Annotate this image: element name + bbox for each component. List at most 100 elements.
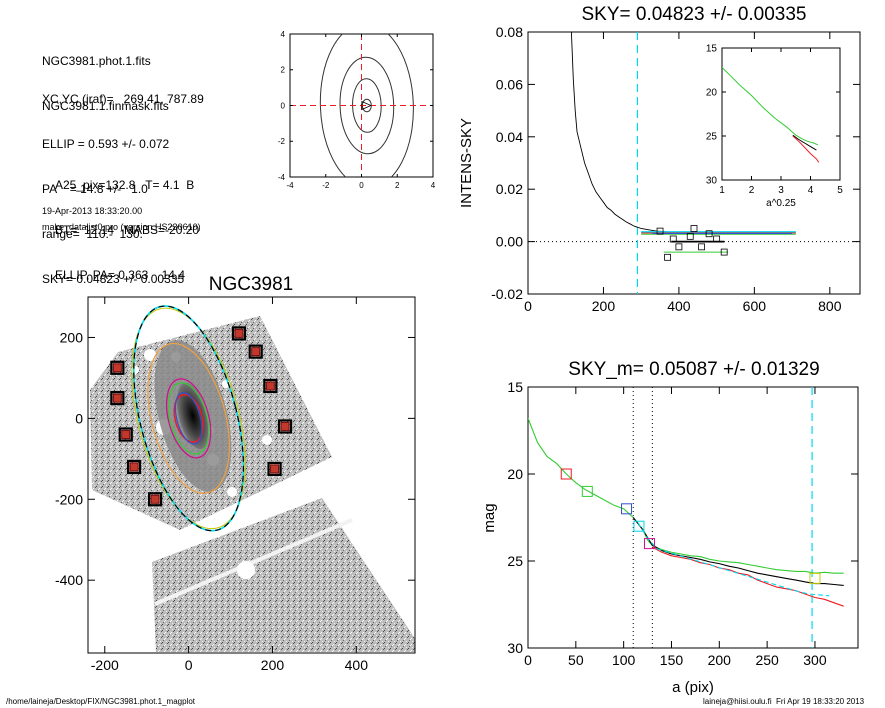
x-tick-label: 200 <box>708 652 732 668</box>
isophote-ellipses <box>131 305 246 532</box>
x-tick-label: -4 <box>286 181 294 190</box>
x-tick-label: 150 <box>660 652 684 668</box>
mask-box-inner <box>265 381 275 391</box>
mask-box <box>263 378 278 394</box>
file-name-line: NGC3981.1.finmask.fits <box>42 99 169 113</box>
lower-field-mosaic <box>152 498 415 652</box>
param-line: range= 110.- 130. <box>42 227 143 241</box>
magnitude-box-marker <box>809 572 821 584</box>
x-tick-label: -2 <box>322 181 330 190</box>
mag-plot-area <box>528 387 844 648</box>
magnitude-series-line <box>528 418 844 574</box>
y-tick-label: 20 <box>507 466 523 482</box>
magnitude-box-marker <box>560 468 572 480</box>
isophote-ellipse <box>131 307 246 530</box>
y-tick-label: 15 <box>706 44 718 55</box>
sky-axes: 0 200 400 600 800 0.08 0.06 0.04 0.02 0.00 -0.02 <box>491 24 860 314</box>
y-tick-label: -4 <box>278 173 286 182</box>
isophote-ellipse <box>165 378 212 459</box>
contour-level <box>352 78 382 133</box>
inset-xlabel: a^0.25 <box>766 198 796 209</box>
mask-box <box>231 326 247 341</box>
contour-level <box>339 56 395 155</box>
program-line: make_datalist0.pro (version HS230610) <box>42 222 201 232</box>
mask-box-inner <box>112 393 122 403</box>
x-tick-label: 100 <box>612 652 636 668</box>
y-tick-label: 4 <box>281 30 286 39</box>
inset-frame <box>721 47 841 181</box>
y-tick-label: 0.02 <box>496 181 523 197</box>
x-tick-label: 250 <box>755 652 779 668</box>
sky-box-marker <box>675 243 683 251</box>
x-tick-label: -200 <box>91 657 119 673</box>
inset-plot-area <box>722 67 820 163</box>
mask-boxes <box>110 326 293 507</box>
param-line: PA = 14.8 +/- 1.0 <box>42 182 148 196</box>
sky-inset: 1 2 3 4 5 15 20 25 30 a^0.25 <box>706 44 843 209</box>
isophote-ellipse <box>173 393 204 443</box>
file-names: NGC3981.phot.1.fits NGC3981.1.finmask.fi… <box>42 24 169 129</box>
param-line: ELLIP = 0.593 +/- 0.072 <box>42 137 170 151</box>
y-tick-label: 2 <box>281 66 286 75</box>
y-tick-label: 30 <box>507 640 523 656</box>
x-tick-label: 0 <box>185 657 193 673</box>
mag-frame <box>527 386 859 649</box>
mag-title: SKY_m= 0.05087 +/- 0.01329 <box>568 359 819 380</box>
y-tick-label: 0.08 <box>496 24 523 40</box>
x-tick-label: 1 <box>719 185 725 196</box>
date-line: 19-Apr-2013 18:33:20.00 <box>42 206 143 216</box>
mask-box-inner <box>121 430 131 440</box>
sky-title: SKY= 0.04823 +/- 0.00335 <box>581 4 806 25</box>
y-tick-label: -400 <box>55 572 83 588</box>
galaxy-line: BT= 12.14 MABS=-20.20 <box>55 223 200 237</box>
galaxy-line: A25_pix=132.8 T= 4.1 B <box>55 178 195 192</box>
sky-box-marker <box>705 230 713 238</box>
param-line: SKY= 0.04823 +/- 0.00335 <box>42 272 185 286</box>
y-tick-label: 0 <box>281 101 286 110</box>
y-tick-label: 25 <box>507 553 523 569</box>
x-tick-label: 300 <box>803 652 827 668</box>
mag-panel: SKY_m= 0.05087 +/- 0.01329 mag a (pix) 0… <box>481 359 859 696</box>
x-tick-label: 4 <box>431 181 436 190</box>
mag-axes: 0 50 100 150 200 250 300 15 20 25 30 <box>507 379 858 668</box>
x-tick-label: 50 <box>568 652 584 668</box>
contour-lines <box>290 34 433 177</box>
x-tick-label: 4 <box>808 185 814 196</box>
y-tick-label: 25 <box>706 132 718 143</box>
mask-box-inner <box>234 328 244 338</box>
mag-ylabel: mag <box>481 503 498 532</box>
sky-box-marker <box>669 235 677 243</box>
inset-series-line <box>722 67 819 146</box>
y-tick-label: -0.02 <box>491 286 523 302</box>
magnitude-box-marker <box>581 485 593 497</box>
x-tick-label: 0 <box>359 181 364 190</box>
y-tick-label: 15 <box>507 379 523 395</box>
y-tick-label: 0 <box>75 410 83 426</box>
y-tick-label: -200 <box>55 491 83 507</box>
sky-box-marker <box>656 227 664 235</box>
sky-box-marker <box>720 248 728 256</box>
magnitude-box-marker <box>621 503 633 515</box>
y-tick-label: 0.00 <box>496 234 523 250</box>
x-tick-label: 200 <box>261 657 285 673</box>
y-tick-label: -2 <box>278 137 286 146</box>
mask-box-inner <box>270 464 280 474</box>
mask-box-inner <box>280 421 290 431</box>
sky-box-marker <box>686 232 694 240</box>
y-tick-label: 0.04 <box>496 129 523 145</box>
isophote-ellipse <box>133 305 245 532</box>
y-tick-label: 200 <box>60 329 84 345</box>
x-tick-label: 600 <box>743 298 767 314</box>
mask-box-inner <box>251 347 261 357</box>
sky-ylabel: INTENS-SKY <box>458 118 475 208</box>
y-tick-label: 30 <box>706 176 718 187</box>
satellite-trail <box>154 518 353 606</box>
mask-box-inner <box>112 363 122 373</box>
inset-axes: 1 2 3 4 5 15 20 25 30 <box>706 44 843 196</box>
image-panel: NGC3981 -200 0 200 400 200 0 -200 -400 <box>55 274 416 673</box>
contour-level <box>319 34 414 177</box>
footer-credit: laineja@hiisi.oulu.fi Fri Apr 19 18:33:2… <box>703 697 865 706</box>
mask-box <box>110 360 125 375</box>
mask-box-inner <box>129 462 139 472</box>
sky-box-marker <box>690 225 698 232</box>
